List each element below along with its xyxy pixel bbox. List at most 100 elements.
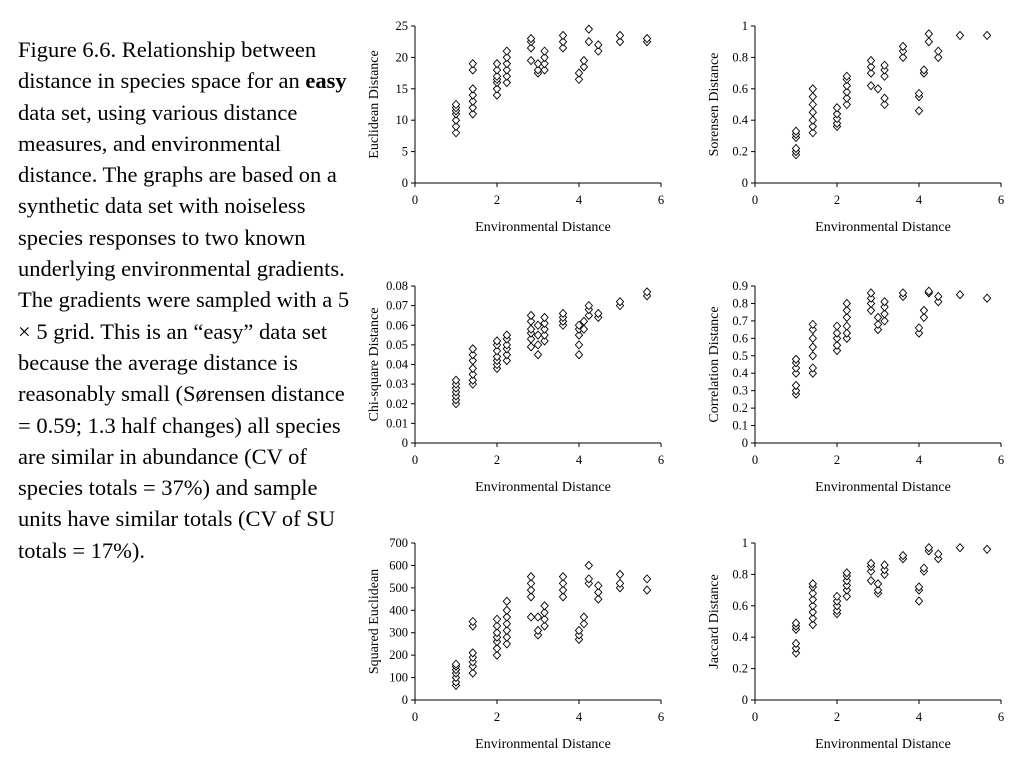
data-point xyxy=(808,121,818,132)
data-point xyxy=(832,333,842,344)
y-tick-label: 0 xyxy=(402,693,408,707)
data-point xyxy=(873,579,883,589)
data-point xyxy=(934,291,943,302)
data-point xyxy=(540,318,549,328)
data-point xyxy=(880,93,889,103)
data-points-correlation-distance xyxy=(791,286,992,399)
data-point xyxy=(502,330,512,340)
data-point xyxy=(842,568,852,578)
data-point xyxy=(914,328,924,338)
y-tick-label: 0.05 xyxy=(386,338,408,352)
data-point xyxy=(924,543,934,553)
data-point xyxy=(558,43,568,53)
data-points-jaccard-distance xyxy=(791,543,992,658)
y-axis-title: Jaccard Distance xyxy=(707,574,722,668)
data-point xyxy=(832,340,842,350)
chart-jaccard: 0 0.2 0.4 0.6 0.8 1 0 2 4 6 Environmental Distance… xyxy=(707,536,1004,752)
data-point xyxy=(832,591,842,602)
data-point xyxy=(492,614,502,624)
data-point xyxy=(594,587,603,598)
data-point xyxy=(594,308,603,319)
y-axis-title: Chi-square Distance xyxy=(367,308,382,422)
data-point xyxy=(574,340,584,350)
y-tick-label: 0 xyxy=(742,436,748,450)
data-point xyxy=(502,605,512,615)
y-tick-label: 0.06 xyxy=(386,318,408,332)
data-point xyxy=(808,99,818,110)
data-point xyxy=(808,107,818,118)
data-point xyxy=(832,328,842,338)
data-point xyxy=(502,71,512,81)
data-point xyxy=(791,385,801,396)
data-point xyxy=(615,569,625,580)
y-tick-label: 0.8 xyxy=(732,50,748,64)
data-point xyxy=(451,121,461,132)
data-point xyxy=(924,29,934,39)
data-point xyxy=(914,596,924,606)
x-tick-label: 0 xyxy=(412,710,418,724)
data-point xyxy=(615,297,625,307)
y-axis-title: Correlation Distance xyxy=(707,306,722,422)
data-point xyxy=(468,344,478,354)
y-tick-label: 20 xyxy=(396,50,409,64)
data-point xyxy=(594,40,603,50)
data-point xyxy=(791,648,801,658)
data-point xyxy=(808,333,818,344)
data-point xyxy=(492,346,502,356)
data-point xyxy=(584,310,594,321)
data-point xyxy=(533,65,543,75)
data-point xyxy=(842,93,852,103)
data-point xyxy=(451,128,461,138)
data-point xyxy=(880,71,889,81)
data-point xyxy=(808,588,818,598)
data-point xyxy=(468,369,478,379)
x-tick-label: 2 xyxy=(834,193,840,207)
data-point xyxy=(866,566,876,576)
caption-text-end: data set, using various distance measure… xyxy=(18,99,350,563)
data-point xyxy=(866,298,876,309)
data-point xyxy=(594,594,603,604)
data-point xyxy=(808,351,818,361)
data-point xyxy=(540,614,549,624)
data-point xyxy=(866,55,876,66)
data-point xyxy=(842,333,852,344)
data-point xyxy=(808,368,818,378)
data-point xyxy=(540,607,549,618)
data-points-chi-square-distance xyxy=(451,287,652,409)
data-point xyxy=(642,287,652,297)
data-point xyxy=(791,638,801,649)
data-point xyxy=(492,90,502,100)
data-point xyxy=(808,128,818,138)
y-tick-label: 0.2 xyxy=(732,401,748,415)
data-point xyxy=(594,580,603,591)
data-point xyxy=(558,578,568,589)
data-point xyxy=(540,65,549,75)
data-point xyxy=(642,585,652,595)
y-tick-label: 0.7 xyxy=(732,314,748,328)
data-point xyxy=(982,293,992,303)
data-point xyxy=(842,321,852,331)
chart-squared-euclidean: 0 100 200 300 400 500 600 700 0 2 4 6 Environmental … xyxy=(367,536,664,752)
data-point xyxy=(526,578,536,589)
data-point xyxy=(533,340,543,350)
data-point xyxy=(842,87,852,97)
y-tick-label: 0.4 xyxy=(732,113,748,127)
y-tick-label: 0.6 xyxy=(732,599,748,613)
data-point xyxy=(584,37,594,47)
data-point xyxy=(898,550,908,561)
data-point xyxy=(468,90,478,100)
y-tick-label: 0.4 xyxy=(732,366,748,380)
data-point xyxy=(502,46,512,56)
data-point xyxy=(898,52,908,63)
y-axis-title: Sorensen Distance xyxy=(707,53,722,157)
data-point xyxy=(873,312,883,323)
data-point xyxy=(914,88,924,99)
y-tick-label: 0.6 xyxy=(732,82,748,96)
data-point xyxy=(574,330,584,340)
y-tick-label: 0.3 xyxy=(732,384,748,398)
x-axis-title: Environmental Distance xyxy=(475,480,611,495)
data-point xyxy=(558,30,568,41)
y-tick-label: 1 xyxy=(742,19,748,33)
data-point xyxy=(808,319,818,330)
data-point xyxy=(642,574,652,584)
